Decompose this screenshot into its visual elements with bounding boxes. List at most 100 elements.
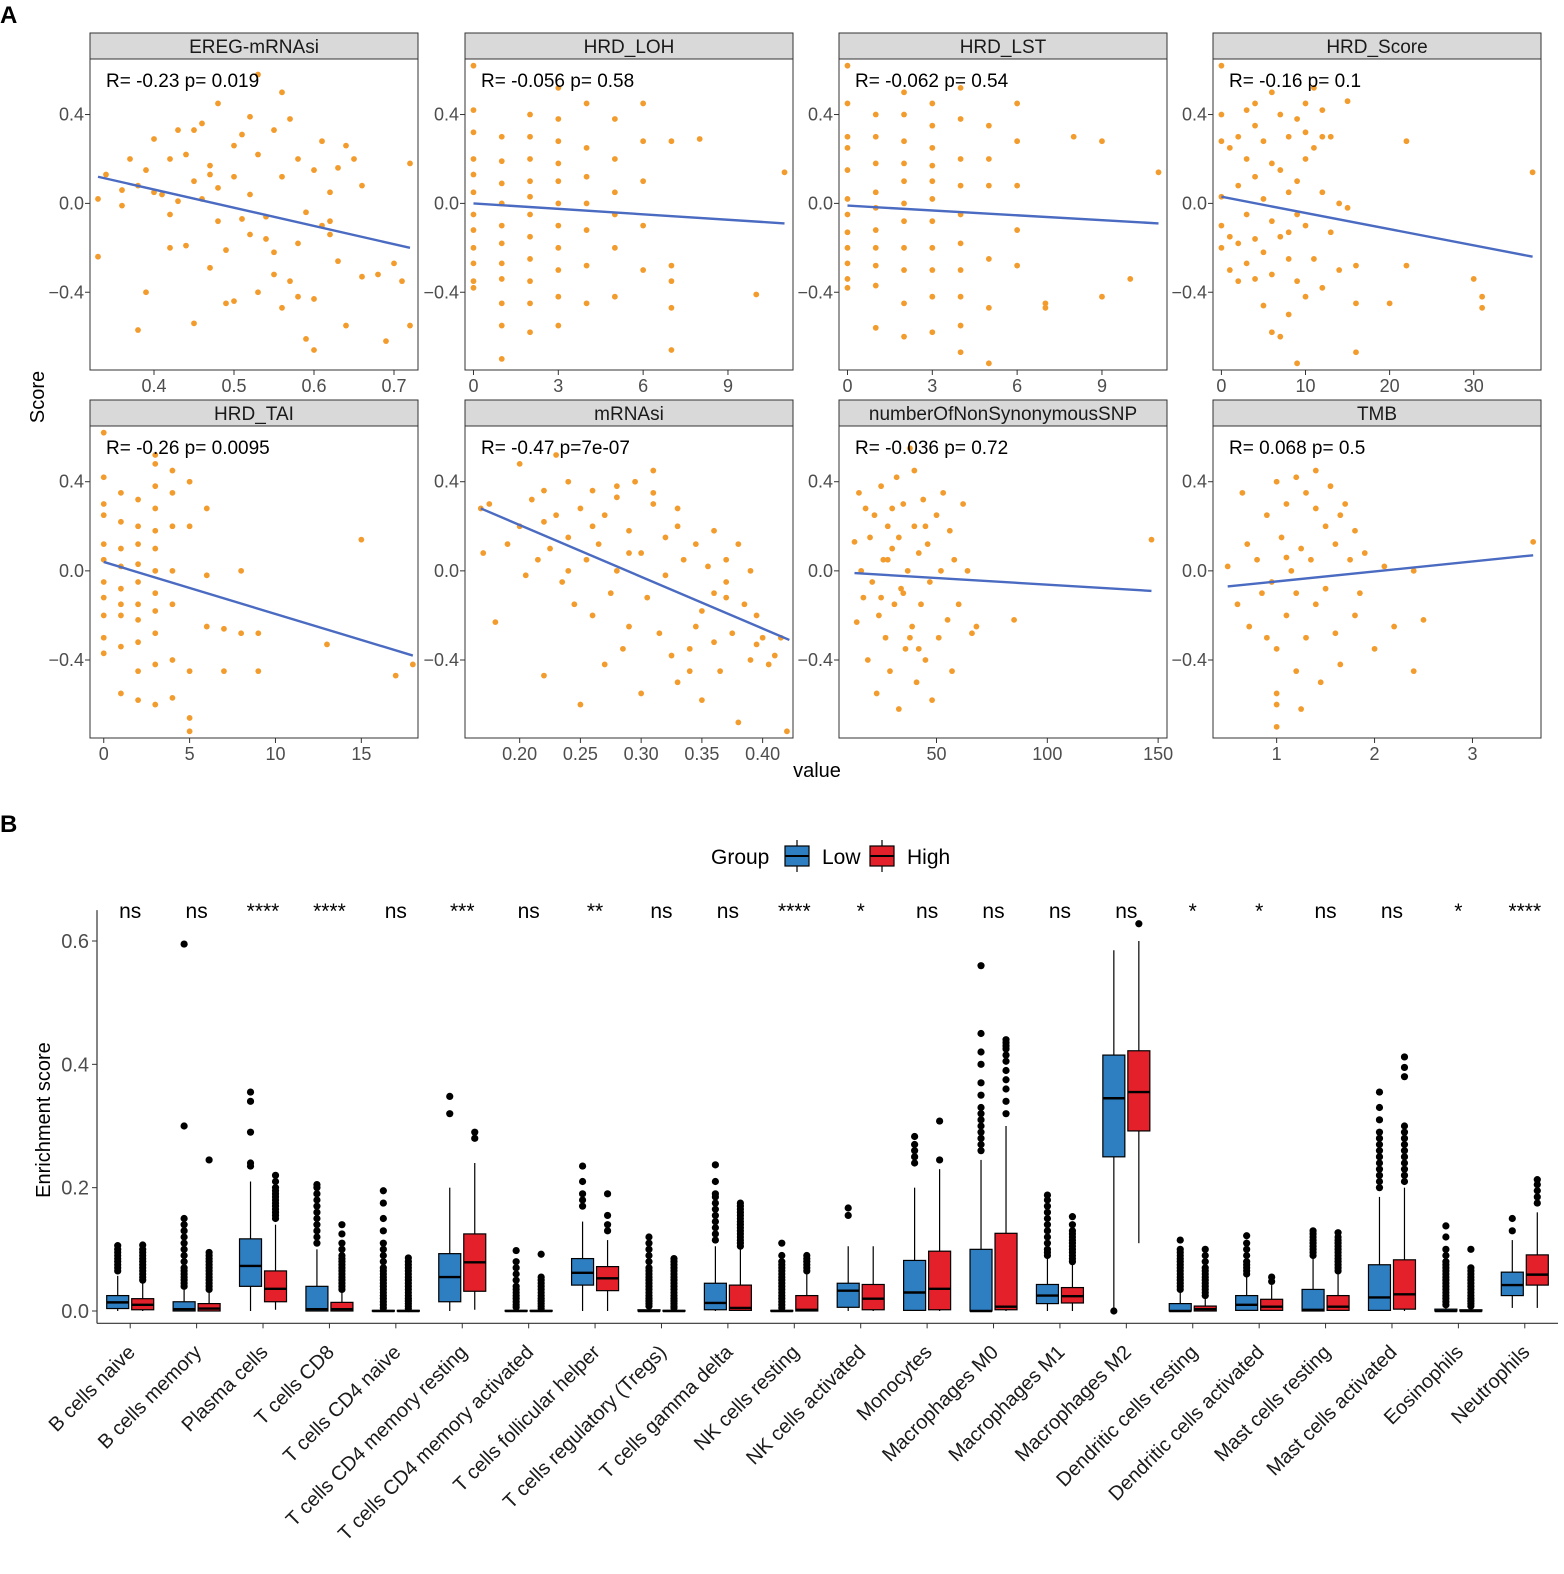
data-point (255, 71, 261, 78)
x-tick-label: 9 (1097, 376, 1107, 396)
data-point (901, 333, 907, 340)
y-tick-label: 0.6 (61, 931, 89, 953)
data-point (215, 184, 221, 191)
data-point (498, 300, 505, 307)
data-point (929, 218, 936, 225)
data-point (169, 694, 176, 701)
category-label: Macrophages M0 (878, 1341, 1003, 1466)
data-point (555, 293, 562, 300)
data-point (231, 173, 237, 180)
data-point (555, 322, 562, 329)
data-point (985, 122, 992, 129)
data-point (957, 182, 964, 189)
box-low (703, 1161, 727, 1311)
outlier-point (338, 1239, 346, 1247)
data-point (1470, 276, 1477, 282)
data-point (844, 167, 851, 173)
outlier-point (379, 1258, 387, 1266)
data-point (186, 668, 193, 675)
data-point (169, 489, 176, 496)
data-point (1288, 567, 1295, 574)
data-point (1127, 276, 1134, 282)
data-point (1319, 284, 1326, 291)
data-point (100, 594, 107, 601)
outlier-point (977, 1122, 985, 1130)
regression-line (103, 560, 414, 657)
data-point (711, 527, 717, 534)
data-point (152, 608, 159, 614)
outlier-point (711, 1177, 719, 1186)
x-tick-label: 3 (927, 376, 937, 396)
data-point (1285, 189, 1292, 196)
data-point (1312, 601, 1319, 608)
box-high (1525, 1176, 1549, 1308)
significance-label: * (1189, 900, 1197, 923)
x-tick-label: 1 (1272, 744, 1282, 764)
data-point (668, 347, 675, 353)
data-point (103, 171, 109, 178)
correlation-annotation: R= -0.056 p= 0.58 (481, 71, 634, 92)
data-point (904, 567, 911, 574)
data-point (1014, 227, 1021, 233)
outlier-point (512, 1246, 520, 1255)
outlier-point (537, 1250, 545, 1258)
data-point (215, 100, 221, 107)
significance-label: ns (650, 900, 672, 923)
outlier-point (911, 1147, 919, 1155)
data-point (607, 590, 614, 597)
data-point (522, 572, 529, 579)
outlier-point (512, 1270, 520, 1278)
data-point (541, 487, 547, 494)
y-tick-label: 0.0 (808, 561, 833, 581)
data-point (1252, 276, 1258, 282)
outlier-point (246, 1159, 255, 1167)
data-point (1014, 262, 1021, 269)
outlier-point (313, 1202, 321, 1210)
box-high (1193, 1245, 1217, 1312)
outlier-point (313, 1227, 321, 1235)
data-point (100, 474, 107, 481)
outlier-point (578, 1190, 587, 1198)
outlier-point (645, 1258, 653, 1266)
y-tick-label: 0.0 (434, 193, 459, 213)
data-point (878, 483, 885, 490)
data-point (1337, 661, 1344, 668)
data-point (901, 111, 907, 118)
legend: Group Low High (711, 840, 950, 872)
data-point (263, 236, 269, 242)
data-point (589, 487, 596, 494)
y-tick-label: 0.4 (808, 472, 833, 492)
outlier-point (338, 1245, 346, 1253)
legend-label-high: High (907, 846, 950, 869)
y-tick-label: 0.4 (59, 472, 84, 492)
data-point (1353, 349, 1359, 356)
outlier-point (711, 1217, 719, 1226)
data-point (279, 173, 285, 180)
data-point (207, 264, 213, 271)
outlier-point (911, 1159, 919, 1167)
outlier-point (1400, 1140, 1409, 1149)
data-point (696, 136, 703, 142)
outlier-point (711, 1190, 719, 1198)
facet-title: HRD_LST (960, 37, 1047, 58)
outlier-point (180, 1214, 188, 1223)
data-point (668, 304, 675, 311)
data-point (100, 541, 107, 548)
scatter-panel-6: mRNAsi −0.4 0.0 0.4 0.20 0.25 0.30 0.35 0.40 R= -… (423, 399, 794, 764)
outlier-point (1043, 1233, 1052, 1241)
data-point (844, 62, 851, 69)
data-point (922, 523, 929, 530)
data-point (527, 278, 533, 285)
data-point (882, 634, 889, 641)
scatter-panel-4: HRD_Score −0.4 0.0 0.4 0 10 20 30 R= -0.16 p= 0.… (1171, 32, 1542, 396)
significance-label: ns (119, 900, 141, 923)
data-point (1352, 527, 1358, 534)
box-low (1235, 1232, 1259, 1311)
data-point (1234, 601, 1241, 608)
outlier-point (313, 1208, 321, 1216)
x-tick-label: 2 (1370, 744, 1380, 764)
data-point (611, 116, 618, 122)
data-point (1420, 616, 1427, 623)
x-tick-label: 0.5 (221, 376, 246, 396)
data-point (872, 111, 879, 118)
